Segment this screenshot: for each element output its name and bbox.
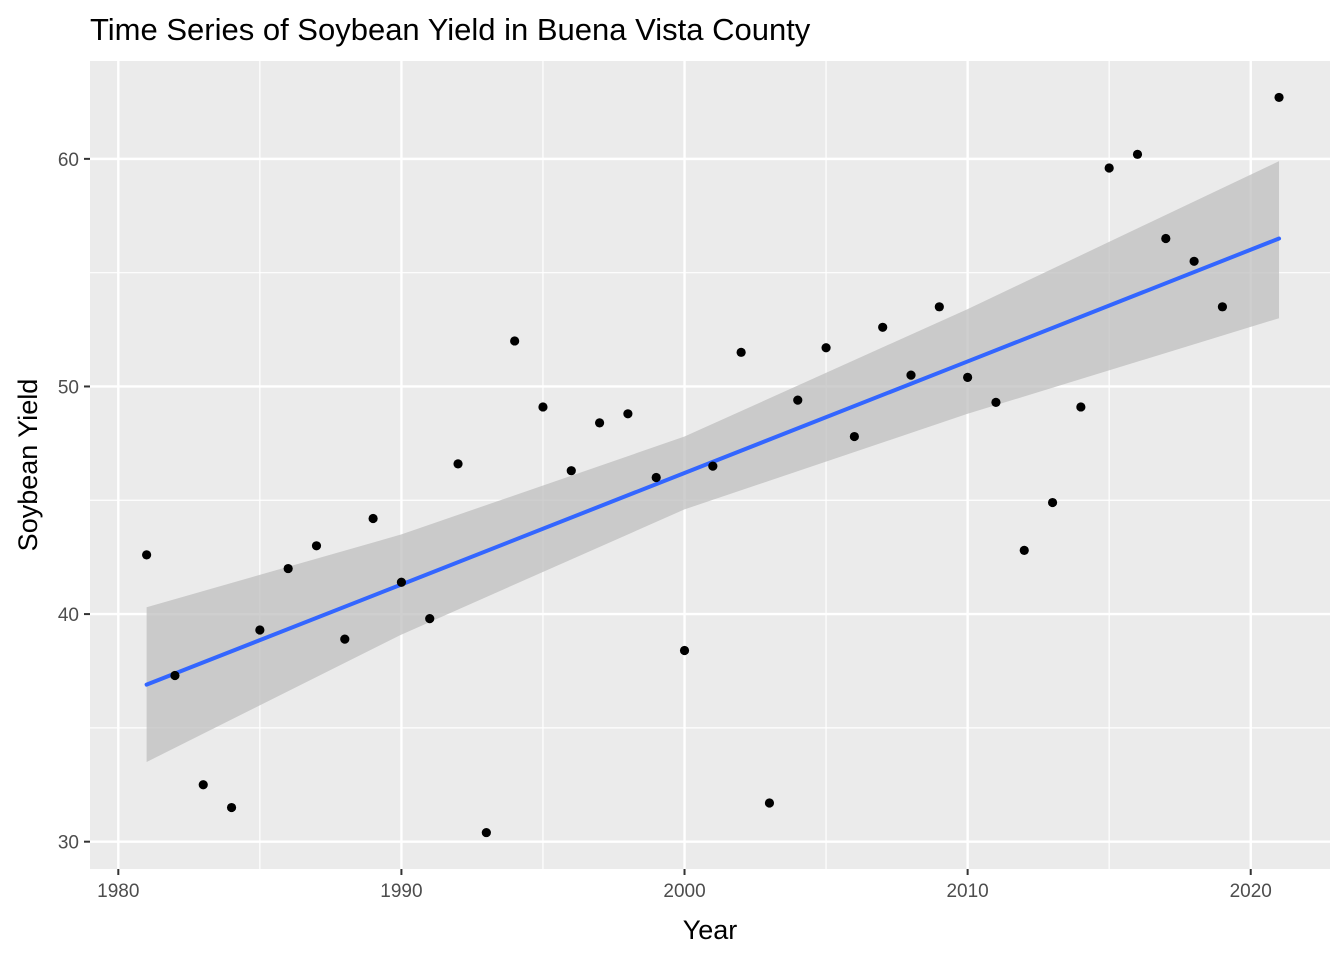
data-point (651, 472, 661, 483)
data-point (1161, 233, 1171, 244)
trend-line (144, 236, 1282, 687)
data-point (1274, 92, 1284, 103)
data-point (283, 563, 293, 574)
data-point (906, 370, 916, 380)
data-point (510, 336, 520, 346)
y-tick-label: 30 (58, 833, 79, 854)
data-point (878, 322, 888, 332)
data-point (1076, 402, 1086, 412)
x-tick-label: 2000 (663, 881, 705, 902)
x-tick-label: 1990 (380, 881, 422, 902)
data-point (1217, 302, 1228, 312)
data-point (538, 402, 548, 412)
y-tick-label: 60 (58, 150, 79, 171)
data-points (142, 92, 1284, 838)
y-tick-label: 40 (58, 605, 79, 626)
x-tick-label: 2010 (946, 881, 988, 902)
data-point (425, 614, 435, 624)
data-point (594, 418, 605, 428)
data-point (566, 466, 576, 476)
data-point (198, 780, 208, 790)
data-point (736, 347, 746, 357)
data-point (679, 645, 690, 656)
data-point (1104, 163, 1114, 173)
data-point (1132, 149, 1143, 159)
data-point (991, 397, 1001, 408)
data-point (1189, 256, 1199, 266)
data-point (963, 372, 973, 382)
y-tick-label: 50 (58, 377, 79, 398)
data-point (142, 550, 152, 560)
data-point (396, 577, 407, 587)
data-point (368, 513, 378, 524)
data-point (311, 541, 322, 551)
data-point (255, 625, 265, 635)
data-point (1019, 545, 1029, 555)
data-point (226, 802, 237, 813)
y-axis-title: Soybean Yield (13, 379, 43, 552)
data-point (764, 798, 775, 808)
data-point (793, 395, 803, 405)
data-point (849, 431, 859, 442)
data-point (481, 827, 491, 838)
data-point (934, 302, 944, 312)
x-tick-label: 2020 (1230, 881, 1272, 902)
trend-line-layer (144, 236, 1282, 687)
data-point (1047, 497, 1058, 508)
data-point (623, 409, 633, 419)
y-axis: 30 40 50 60 (58, 150, 90, 854)
data-point (821, 343, 831, 353)
chart-title: Time Series of Soybean Yield in Buena Vi… (90, 12, 811, 47)
x-tick-label: 1980 (97, 881, 139, 902)
data-point (170, 670, 180, 681)
data-point (340, 634, 350, 644)
data-point (453, 459, 463, 469)
x-axis: 1980 1990 2000 2010 2020 (97, 869, 1272, 902)
x-axis-title: Year (683, 915, 738, 945)
data-point (708, 461, 718, 471)
